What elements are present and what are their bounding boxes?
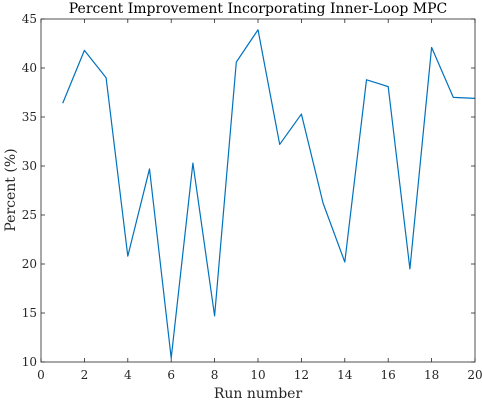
x-axis-title: Run number: [214, 386, 303, 400]
x-tick-label: 4: [124, 368, 132, 382]
y-tick-label: 10: [22, 355, 37, 369]
y-tick-label: 30: [22, 159, 37, 173]
x-tick-label: 18: [424, 368, 439, 382]
y-tick-label: 40: [22, 61, 37, 75]
y-tick-label: 45: [22, 12, 37, 26]
chart-title: Percent Improvement Incorporating Inner-…: [69, 1, 448, 17]
x-tick-label: 16: [381, 368, 396, 382]
plot-background: [41, 19, 475, 362]
x-tick-label: 12: [294, 368, 309, 382]
tick-labels: 0 2 4 6 8 10 12 14 16 18 20 10 15 20 25 30 35 40 45: [22, 12, 482, 382]
x-tick-label: 10: [250, 368, 265, 382]
plot-frame: [40, 18, 476, 363]
x-tick-label: 8: [211, 368, 219, 382]
x-tick-label: 0: [37, 368, 45, 382]
y-tick-label: 15: [22, 306, 37, 320]
x-tick-label: 14: [337, 368, 353, 382]
x-tick-label: 20: [467, 368, 482, 382]
series-line: [62, 29, 476, 359]
y-tick-label: 25: [22, 208, 37, 222]
y-axis-title: Percent (%): [3, 148, 19, 231]
x-tick-label: 6: [167, 368, 175, 382]
x-tick-label: 2: [81, 368, 89, 382]
y-tick-label: 20: [22, 257, 37, 271]
y-tick-label: 35: [22, 110, 37, 124]
